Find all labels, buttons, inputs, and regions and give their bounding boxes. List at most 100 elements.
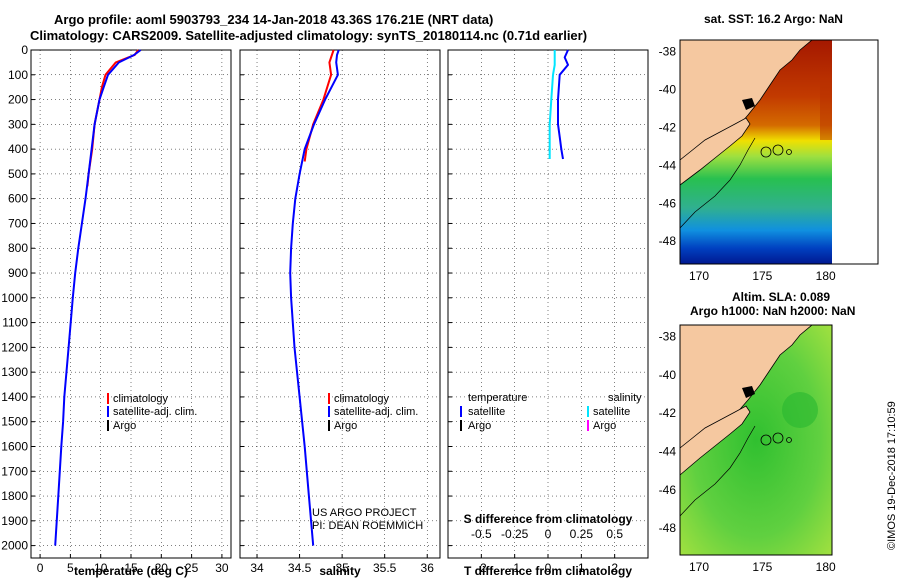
south-island-land [680, 405, 751, 476]
temperature-xtick-label: 30 [215, 561, 229, 575]
sla-map-title1: Altim. SLA: 0.089 [732, 290, 831, 304]
legend-label-s-satellite: satellite [593, 406, 630, 418]
axis-layer: 0 5 10 15 20 25 300100200300400500600700800900… [1, 43, 836, 575]
sla-lon-tick-label: 175 [752, 560, 772, 574]
series-line-temperature-satellite [557, 49, 569, 160]
isobath-line [680, 137, 756, 229]
sst-lat-tick-label: -42 [659, 120, 677, 134]
series-layer [54, 49, 569, 546]
depth-tick-label: 1200 [1, 340, 28, 354]
difference-legend: temperature salinity satellite Argo sate… [460, 392, 642, 432]
temperature-legend: climatology satellite-adj. clim. Argo [107, 393, 197, 432]
depth-tick-label: 0 [21, 43, 28, 57]
legend-label-climatology: climatology [334, 393, 390, 405]
difference-xtick-label: -2 [476, 561, 487, 575]
sla-lat-tick-label: -48 [659, 521, 677, 535]
s-difference-tick-label: -0.5 [471, 527, 492, 541]
difference-xtick-label: 0 [545, 561, 552, 575]
sst-lat-tick-label: -44 [659, 158, 677, 172]
t-difference-xlabel: T difference from climatology [464, 564, 632, 578]
isobath-line [680, 425, 756, 517]
temperature-xtick-label: 15 [124, 561, 138, 575]
sla-lat-tick-label: -46 [659, 483, 677, 497]
depth-tick-label: 1500 [1, 415, 28, 429]
sla-lat-tick-label: -38 [659, 330, 677, 344]
sla-map-title2: Argo h1000: NaN h2000: NaN [690, 304, 856, 318]
sla-patch [782, 392, 818, 428]
s-difference-tick-label: 0 [545, 527, 552, 541]
sst-map-frame [679, 39, 879, 265]
sst-lon-tick-label: 180 [816, 269, 836, 283]
depth-tick-label: 1000 [1, 291, 28, 305]
sst-lat-tick-label: -40 [659, 82, 677, 96]
sla-lat-tick-label: -42 [659, 406, 677, 420]
legend-label-climatology: climatology [113, 393, 169, 405]
depth-tick-label: 700 [8, 216, 28, 230]
salinity-plot-frame [239, 49, 441, 559]
legend-label-satellite: satellite-adj. clim. [334, 406, 418, 418]
sst-lat-tick-label: -48 [659, 234, 677, 248]
legend-label-satellite: satellite-adj. clim. [113, 406, 197, 418]
series-line-satellite-adj-clim- [289, 49, 340, 546]
salinity-xtick-label: 34 [250, 561, 264, 575]
salinity-xtick-label: 35 [335, 561, 349, 575]
temperature-xtick-label: 20 [155, 561, 169, 575]
temperature-xtick-label: 10 [94, 561, 108, 575]
depth-tick-label: 500 [8, 167, 28, 181]
s-difference-tick-label: -0.25 [501, 527, 529, 541]
timestamp: ©IMOS 19-Dec-2018 17:10:59 [886, 401, 898, 550]
legend-label-s-argo: Argo [593, 420, 616, 432]
depth-tick-label: 1400 [1, 390, 28, 404]
s-difference-tick-label: 0.25 [570, 527, 594, 541]
chatham-islet [786, 437, 792, 443]
legend-label-t-satellite: satellite [468, 406, 505, 418]
depth-tick-label: 100 [8, 68, 28, 82]
depth-tick-label: 2000 [1, 539, 28, 553]
sst-map-title: sat. SST: 16.2 Argo: NaN [704, 12, 843, 26]
depth-tick-label: 300 [8, 117, 28, 131]
legend-header-salinity: salinity [608, 392, 642, 404]
sla-lon-tick-label: 180 [816, 560, 836, 574]
sla-lat-tick-label: -44 [659, 445, 677, 459]
salinity-xlabel: salinity [319, 564, 361, 578]
sla-lat-tick-label: -40 [659, 368, 677, 382]
south-island-land [680, 117, 751, 186]
s-difference-label: S difference from climatology [464, 512, 633, 526]
sst-map [679, 39, 879, 265]
depth-tick-label: 200 [8, 93, 28, 107]
chatham-islet [760, 434, 772, 446]
sst-lat-tick-label: -38 [659, 44, 677, 58]
chatham-islet [772, 432, 784, 444]
temperature-xtick-label: 5 [67, 561, 74, 575]
chart-title-line1: Argo profile: aoml 5903793_234 14-Jan-20… [54, 12, 494, 27]
chatham-islet [786, 149, 792, 155]
depth-tick-label: 1800 [1, 489, 28, 503]
track-marker [742, 386, 755, 398]
chatham-islet [772, 144, 784, 156]
temperature-xtick-label: 25 [185, 561, 199, 575]
sla-lon-tick-label: 170 [689, 560, 709, 574]
sst-lon-tick-label: 175 [752, 269, 772, 283]
depth-tick-label: 1100 [2, 316, 28, 330]
difference-xtick-label: -1 [509, 561, 520, 575]
depth-tick-label: 400 [8, 142, 28, 156]
s-difference-tick-label: 0.5 [606, 527, 623, 541]
depth-tick-label: 1700 [1, 464, 28, 478]
depth-tick-label: 1600 [1, 439, 28, 453]
sla-map-frame [679, 324, 833, 556]
legend-label-argo: Argo [113, 420, 136, 432]
grid-layer [31, 49, 648, 558]
salinity-xtick-label: 36 [421, 561, 435, 575]
difference-xtick-label: 2 [611, 561, 618, 575]
legend-header-temperature: temperature [468, 392, 527, 404]
credit-pi: PI: DEAN ROEMMICH [312, 520, 424, 532]
depth-tick-label: 800 [8, 241, 28, 255]
depth-tick-label: 1300 [1, 365, 28, 379]
credit-project: US ARGO PROJECT [312, 507, 417, 519]
temperature-xtick-label: 0 [37, 561, 44, 575]
sla-map [679, 324, 833, 556]
chatham-islet [760, 146, 772, 158]
salinity-xtick-label: 34.5 [288, 561, 312, 575]
depth-tick-label: 600 [8, 192, 28, 206]
